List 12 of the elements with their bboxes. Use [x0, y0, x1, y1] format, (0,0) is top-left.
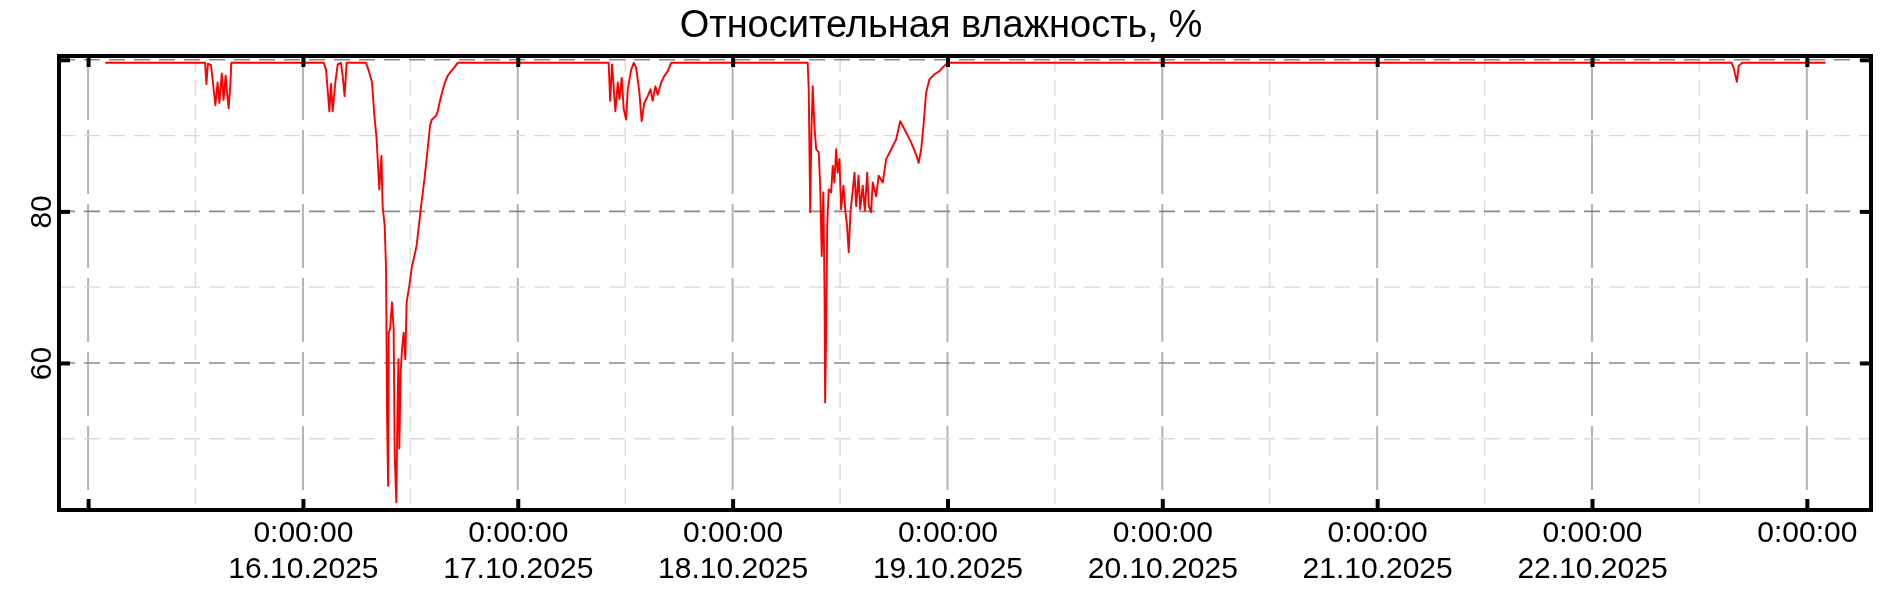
x-tick-label: 0:00:00 19.10.2025	[872, 515, 1024, 584]
x-tick-label: 0:00:00 22.10.2025	[1517, 515, 1668, 584]
x-tick-label: 0:00:00 18.10.2025	[658, 515, 809, 584]
y-tick-label: 80	[23, 195, 57, 229]
x-tick-label: 0:00:00	[1757, 515, 1858, 548]
x-tick-label: 0:00:00 16.10.2025	[228, 515, 379, 584]
line-series	[105, 61, 1826, 504]
chart-title: Относительная влажность, %	[679, 3, 1203, 45]
x-tick-label: 0:00:00 20.10.2025	[1087, 515, 1238, 584]
x-tick-label: 0:00:00 17.10.2025	[443, 515, 594, 584]
y-tick-label: 60	[23, 346, 57, 381]
x-tick-label: 0:00:00 21.10.2025	[1302, 515, 1453, 584]
